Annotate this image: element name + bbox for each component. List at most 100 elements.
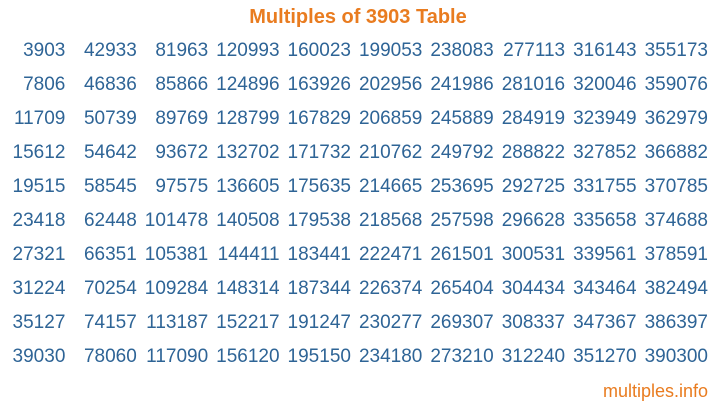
table-cell: 171732 <box>287 142 351 163</box>
table-cell: 15612 <box>12 142 66 163</box>
table-cell: 27321 <box>12 244 66 265</box>
table-row: 15612 54642 93672 132702 171732 210762 249792 2… <box>1 136 715 170</box>
table-cell: 105381 <box>144 244 209 265</box>
table-cell: 39030 <box>12 346 66 367</box>
table-cell: 316143 <box>573 40 637 61</box>
table-cell: 281016 <box>501 74 566 95</box>
table-cell: 308337 <box>501 312 566 333</box>
table-cell: 23418 <box>12 210 66 231</box>
table-cell: 273210 <box>430 346 494 367</box>
table-cell: 124896 <box>216 74 280 95</box>
table-cell: 370785 <box>644 176 708 197</box>
table-cell: 156120 <box>216 346 280 367</box>
table-cell: 128799 <box>216 108 280 129</box>
table-cell: 257598 <box>430 210 494 231</box>
table-cell: 249792 <box>430 142 494 163</box>
table-cell: 93672 <box>155 142 209 163</box>
table-cell: 54642 <box>83 142 137 163</box>
table-cell: 136605 <box>216 176 280 197</box>
table-cell: 277113 <box>503 40 566 61</box>
table-cell: 31224 <box>12 278 66 299</box>
table-row: 27321 66351 105381 144411 183441 222471 261501… <box>1 238 715 272</box>
table-cell: 74157 <box>83 312 137 333</box>
table-cell: 226374 <box>358 278 423 299</box>
table-cell: 7806 <box>23 74 66 95</box>
table-row: 19515 58545 97575 136605 175635 214665 253695 2… <box>1 170 715 204</box>
table-cell: 331755 <box>573 176 637 197</box>
table-cell: 148314 <box>216 278 280 299</box>
table-cell: 191247 <box>287 312 351 333</box>
table-cell: 323949 <box>573 108 637 129</box>
table-cell: 97575 <box>155 176 209 197</box>
table-cell: 366882 <box>644 142 708 163</box>
table-cell: 343464 <box>573 278 637 299</box>
table-cell: 288822 <box>501 142 566 163</box>
table-cell: 300531 <box>501 244 566 265</box>
table-row: 11709 50739 89769 128799 167829 206859 245889 2… <box>1 102 715 136</box>
table-cell: 19515 <box>12 176 66 197</box>
table-row: 7806 46836 85866 124896 163926 202956 241986 28… <box>1 68 715 102</box>
table-cell: 214665 <box>358 176 423 197</box>
table-cell: 210762 <box>358 142 423 163</box>
table-row: 35127 74157 113187 152217 191247 230277 269307… <box>1 306 715 340</box>
table-cell: 386397 <box>644 312 708 333</box>
table-cell: 175635 <box>287 176 351 197</box>
table-cell: 292725 <box>501 176 566 197</box>
table-cell: 378591 <box>644 244 708 265</box>
table-cell: 140508 <box>216 210 280 231</box>
table-cell: 187344 <box>287 278 351 299</box>
table-cell: 206859 <box>358 108 423 129</box>
table-cell: 218568 <box>358 210 423 231</box>
table-cell: 46836 <box>83 74 137 95</box>
table-row: 3903 42933 81963 120993 160023 199053 238083 27… <box>1 34 715 68</box>
table-cell: 382494 <box>644 278 708 299</box>
table-cell: 183441 <box>287 244 351 265</box>
table-cell: 351270 <box>573 346 637 367</box>
table-cell: 113187 <box>146 312 209 333</box>
table-cell: 58545 <box>83 176 137 197</box>
table-cell: 222471 <box>358 244 423 265</box>
table-cell: 144411 <box>217 244 280 265</box>
table-cell: 265404 <box>430 278 494 299</box>
table-cell: 390300 <box>644 346 708 367</box>
table-cell: 81963 <box>155 40 209 61</box>
table-cell: 241986 <box>430 74 494 95</box>
table-cell: 362979 <box>644 108 708 129</box>
table-cell: 35127 <box>12 312 66 333</box>
table-cell: 62448 <box>83 210 137 231</box>
table-cell: 253695 <box>430 176 494 197</box>
table-cell: 120993 <box>216 40 280 61</box>
table-cell: 132702 <box>216 142 280 163</box>
site-link[interactable]: multiples.info <box>602 381 708 401</box>
table-cell: 152217 <box>216 312 280 333</box>
table-cell: 339561 <box>573 244 637 265</box>
table-cell: 296628 <box>501 210 566 231</box>
table-row: 31224 70254 109284 148314 187344 226374 265404… <box>1 272 715 306</box>
table-cell: 374688 <box>644 210 708 231</box>
multiples-table: 3903 42933 81963 120993 160023 199053 238083 27… <box>1 34 715 374</box>
table-cell: 284919 <box>501 108 566 129</box>
table-cell: 230277 <box>358 312 423 333</box>
table-cell: 85866 <box>155 74 209 95</box>
table-cell: 11709 <box>13 108 66 129</box>
table-cell: 179538 <box>287 210 351 231</box>
table-cell: 163926 <box>287 74 351 95</box>
table-cell: 195150 <box>287 346 351 367</box>
table-cell: 304434 <box>501 278 566 299</box>
table-cell: 117090 <box>146 346 209 367</box>
table-cell: 335658 <box>573 210 637 231</box>
table-cell: 238083 <box>430 40 494 61</box>
table-cell: 355173 <box>644 40 708 61</box>
table-cell: 327852 <box>573 142 637 163</box>
footer: multiples.info <box>0 381 716 402</box>
table-cell: 66351 <box>83 244 137 265</box>
table-row: 39030 78060 117090 156120 195150 234180 273210… <box>1 340 715 374</box>
table-cell: 160023 <box>287 40 351 61</box>
table-cell: 312240 <box>501 346 566 367</box>
table-cell: 199053 <box>358 40 423 61</box>
table-cell: 347367 <box>573 312 637 333</box>
table-cell: 359076 <box>644 74 708 95</box>
table-row: 23418 62448 101478 140508 179538 218568 257598… <box>1 204 715 238</box>
table-cell: 42933 <box>83 40 137 61</box>
table-cell: 202956 <box>358 74 423 95</box>
